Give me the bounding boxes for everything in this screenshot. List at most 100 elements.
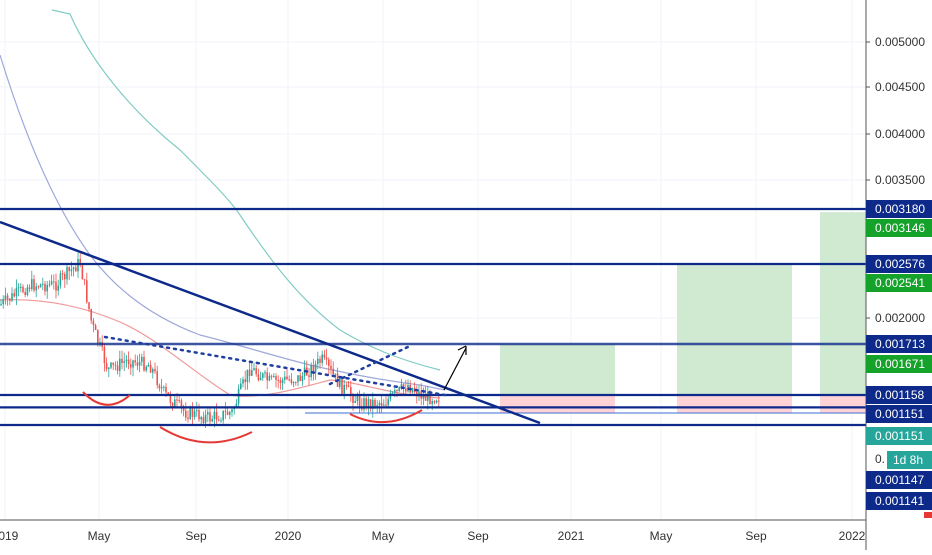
candle-body xyxy=(367,399,370,407)
candle-body xyxy=(119,358,121,371)
candle-body xyxy=(273,376,275,378)
price-label-text: 0.003180 xyxy=(875,202,925,216)
x-tick-label: Sep xyxy=(745,529,767,543)
x-tick-label: May xyxy=(372,529,395,543)
candle-body xyxy=(99,342,101,344)
candle-body xyxy=(39,284,42,288)
candle-body xyxy=(132,360,134,368)
candle-body xyxy=(141,356,143,362)
candle-body xyxy=(226,411,229,415)
price-label-text: 0.001141 xyxy=(875,494,924,508)
candle-body xyxy=(198,410,200,420)
candle-body xyxy=(61,273,64,275)
candle-body xyxy=(400,384,403,387)
candle-body xyxy=(398,386,400,391)
candle-body xyxy=(279,380,282,384)
candle-body xyxy=(191,407,194,417)
candle-body xyxy=(244,379,246,383)
candle-body xyxy=(0,304,2,306)
candle-body xyxy=(116,365,119,371)
candle-body xyxy=(330,365,332,369)
candle-body xyxy=(9,298,11,301)
candle-body xyxy=(169,395,172,403)
x-tick-label: 2019 xyxy=(0,529,19,543)
candle-body xyxy=(411,388,414,393)
candle-body xyxy=(275,376,277,380)
price-label-text: 0.002541 xyxy=(875,276,925,290)
candle-body xyxy=(171,402,174,408)
candle-body xyxy=(86,280,88,303)
candle-body xyxy=(121,358,123,363)
candle-body xyxy=(350,387,352,396)
price-label-bg xyxy=(866,219,932,237)
candle-body xyxy=(374,399,376,407)
candle-body xyxy=(389,393,392,400)
candle-body xyxy=(402,384,405,389)
price-label-bg xyxy=(866,471,932,489)
candle-body xyxy=(178,399,180,401)
candle-body xyxy=(68,267,70,272)
x-tick-label: 2020 xyxy=(275,529,302,543)
candle-body xyxy=(77,259,79,272)
candle-body xyxy=(391,392,394,394)
axis-corner-marker xyxy=(924,512,932,518)
candle-body xyxy=(323,354,326,358)
candle-body xyxy=(11,293,13,301)
candle-body xyxy=(363,398,365,410)
candle-body xyxy=(235,403,238,408)
candle-body xyxy=(310,365,312,378)
candle-body xyxy=(314,364,317,373)
candle-body xyxy=(24,292,26,295)
candle-body xyxy=(204,414,207,423)
candle-body xyxy=(237,388,240,404)
candle-body xyxy=(394,390,396,393)
projection-arrow-line xyxy=(443,347,467,391)
candle-body xyxy=(369,399,372,409)
candle-body xyxy=(354,401,356,403)
price-label-bg xyxy=(866,274,932,292)
candle-body xyxy=(37,286,40,288)
candle-body xyxy=(92,320,95,326)
profit-zone xyxy=(500,344,615,395)
price-label-text: 0.002576 xyxy=(875,257,925,271)
candle-body xyxy=(66,267,68,280)
candle-body xyxy=(15,287,18,297)
candle-body xyxy=(218,419,220,421)
candle-body xyxy=(308,375,310,378)
candle-body xyxy=(299,375,301,381)
descending-trendline xyxy=(0,220,541,425)
x-tick-label: Sep xyxy=(467,529,489,543)
candle-body xyxy=(207,412,209,415)
candle-body xyxy=(31,279,33,290)
partial-price-text: 0. xyxy=(875,452,885,466)
candle-body xyxy=(6,295,9,299)
candle-body xyxy=(200,417,202,420)
candle-body xyxy=(57,285,59,291)
candle-body xyxy=(246,369,249,383)
candle-body xyxy=(94,325,97,331)
candle-body xyxy=(211,418,213,422)
price-label-text: 0.001158 xyxy=(875,388,924,402)
candle-body xyxy=(4,295,7,300)
candle-body xyxy=(79,259,81,266)
candle-body xyxy=(376,405,378,407)
candle-body xyxy=(125,359,128,362)
price-label-bg xyxy=(866,405,932,423)
candle-body xyxy=(380,403,383,406)
candle-body xyxy=(264,372,266,374)
candle-body xyxy=(427,391,429,401)
candle-body xyxy=(383,404,385,406)
candle-body xyxy=(134,360,136,363)
candle-body xyxy=(209,412,211,422)
candle-body xyxy=(44,283,46,292)
candle-body xyxy=(356,395,359,402)
candle-body xyxy=(251,370,253,376)
candle-body xyxy=(154,369,156,372)
price-label-bg xyxy=(866,255,932,273)
x-tick-label: May xyxy=(88,529,111,543)
candle-body xyxy=(127,359,130,365)
candle-body xyxy=(55,281,57,291)
price-label-bg xyxy=(866,200,932,218)
